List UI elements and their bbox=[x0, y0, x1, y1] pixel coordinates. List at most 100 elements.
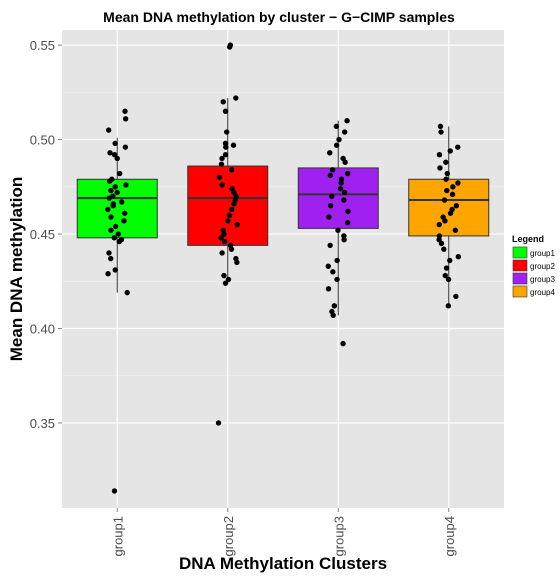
data-point bbox=[111, 488, 118, 494]
data-point bbox=[450, 184, 456, 190]
data-point bbox=[345, 170, 351, 177]
data-point bbox=[329, 193, 335, 199]
data-point bbox=[341, 237, 347, 243]
data-point bbox=[228, 246, 235, 252]
legend-swatch bbox=[512, 272, 528, 285]
data-point bbox=[115, 231, 122, 237]
data-point bbox=[452, 227, 459, 233]
data-point bbox=[341, 129, 348, 135]
data-point bbox=[333, 142, 340, 148]
data-point bbox=[233, 95, 239, 101]
data-point bbox=[341, 197, 347, 203]
box-group2 bbox=[187, 165, 269, 246]
box-group3 bbox=[297, 167, 379, 229]
data-point bbox=[218, 161, 225, 167]
data-point bbox=[344, 117, 350, 124]
data-point bbox=[111, 151, 118, 158]
data-point bbox=[122, 116, 129, 122]
data-point bbox=[112, 140, 118, 147]
x-axis-label: DNA Methylation Clusters bbox=[179, 554, 387, 573]
chart-title: Mean DNA methylation by cluster − G−CIMP… bbox=[103, 9, 455, 25]
data-point bbox=[340, 340, 346, 347]
plot-panel bbox=[62, 30, 504, 508]
data-point bbox=[122, 144, 129, 150]
data-point bbox=[222, 151, 229, 158]
x-tick-label: group3 bbox=[331, 516, 346, 556]
legend-swatch bbox=[512, 259, 528, 272]
data-point bbox=[228, 206, 235, 213]
legend-label: group4 bbox=[530, 288, 555, 297]
data-point bbox=[445, 303, 452, 309]
data-point bbox=[219, 250, 225, 256]
data-point bbox=[108, 227, 114, 233]
data-point bbox=[222, 280, 229, 286]
data-point bbox=[114, 189, 120, 196]
data-point bbox=[327, 150, 333, 156]
data-point bbox=[447, 257, 453, 264]
data-point bbox=[327, 203, 334, 209]
data-point bbox=[226, 212, 233, 218]
data-point bbox=[116, 238, 123, 245]
data-point bbox=[331, 303, 338, 309]
x-tick-label: group4 bbox=[442, 516, 457, 556]
data-point bbox=[330, 269, 336, 275]
data-point bbox=[231, 201, 237, 207]
data-point bbox=[326, 214, 332, 220]
data-point bbox=[455, 144, 461, 150]
data-point bbox=[218, 235, 224, 241]
data-point bbox=[221, 272, 227, 279]
data-point bbox=[226, 44, 233, 50]
data-point bbox=[234, 221, 240, 228]
data-point bbox=[325, 286, 332, 292]
legend-label: group3 bbox=[530, 275, 555, 284]
data-point bbox=[105, 127, 112, 133]
data-point bbox=[444, 187, 450, 194]
data-point bbox=[345, 208, 351, 215]
data-point bbox=[453, 203, 460, 209]
data-point bbox=[335, 227, 341, 233]
data-point bbox=[337, 186, 344, 192]
data-point bbox=[105, 271, 111, 277]
data-point bbox=[438, 240, 445, 247]
data-point bbox=[220, 99, 226, 105]
legend-label: group1 bbox=[530, 249, 555, 258]
legend: Legend group1 group2 group3 group4 bbox=[512, 234, 555, 298]
data-point bbox=[106, 195, 113, 201]
data-point bbox=[121, 218, 127, 224]
data-point bbox=[225, 218, 231, 224]
data-point bbox=[107, 150, 113, 156]
y-tick-label: 0.45 bbox=[30, 227, 55, 242]
data-point bbox=[437, 123, 444, 130]
data-point bbox=[234, 259, 240, 266]
data-point bbox=[336, 136, 342, 143]
data-point bbox=[327, 242, 333, 249]
legend-items: group1 group2 group3 group4 bbox=[512, 246, 555, 298]
data-point bbox=[441, 197, 448, 203]
data-point bbox=[334, 276, 340, 283]
data-point bbox=[341, 189, 348, 196]
data-point bbox=[219, 182, 225, 188]
legend-swatch bbox=[512, 246, 528, 259]
data-point bbox=[453, 293, 459, 300]
data-point bbox=[216, 174, 223, 181]
data-point bbox=[110, 203, 116, 209]
data-point bbox=[222, 108, 229, 114]
data-point bbox=[443, 176, 449, 182]
x-tick-label: group1 bbox=[110, 516, 125, 556]
data-point bbox=[223, 129, 230, 135]
data-point bbox=[334, 257, 340, 264]
data-point bbox=[221, 231, 227, 237]
data-point bbox=[108, 255, 114, 262]
data-point bbox=[215, 420, 222, 426]
data-point bbox=[442, 272, 448, 279]
data-point bbox=[124, 289, 130, 296]
y-tick-label: 0.55 bbox=[30, 38, 55, 53]
data-point bbox=[105, 206, 111, 213]
data-point bbox=[116, 170, 123, 177]
data-point bbox=[436, 151, 443, 158]
y-tick-label: 0.50 bbox=[30, 133, 55, 148]
data-point bbox=[443, 159, 449, 165]
data-point bbox=[327, 172, 334, 179]
